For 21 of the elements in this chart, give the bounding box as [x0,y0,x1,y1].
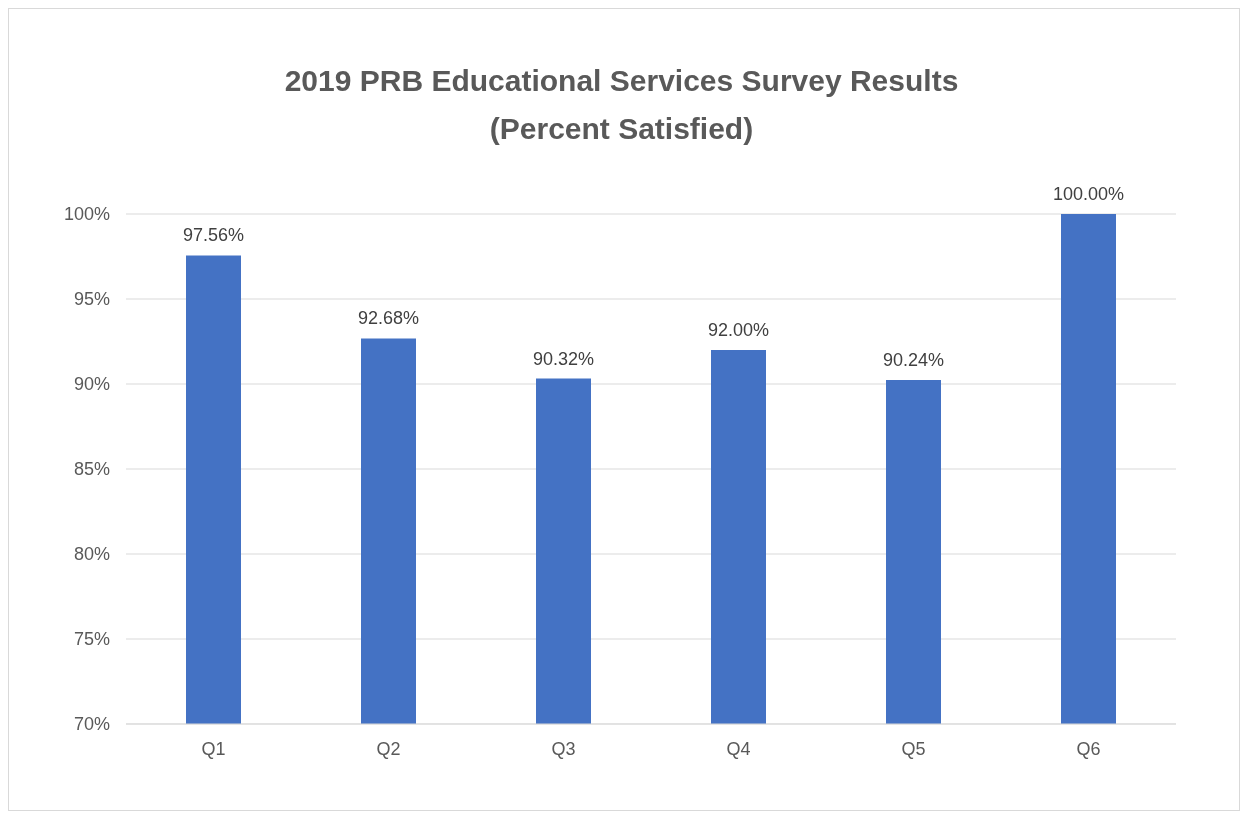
data-label: 90.32% [532,348,595,369]
x-tick-label: Q4 [726,738,751,759]
data-label: 97.56% [182,225,245,246]
y-tick-label: 70% [73,714,110,735]
y-tick-label: 75% [73,629,110,650]
x-tick-label: Q2 [376,738,401,759]
y-tick-label: 80% [73,544,110,565]
chart-title: 2019 PRB Educational Services Survey Results [283,63,960,99]
y-tick-label: 90% [73,374,110,395]
data-label: 90.24% [882,349,945,370]
chart-subtitle: (Percent Satisfied) [488,111,755,147]
x-tick-label: Q1 [201,738,226,759]
data-label: 92.00% [707,320,770,340]
y-tick-label: 85% [73,459,110,480]
data-label: 92.68% [357,308,420,329]
x-tick-label: Q6 [1076,738,1101,759]
x-tick-label: Q5 [901,738,926,759]
y-tick-label: 95% [73,289,110,310]
data-label: 100.00% [1052,184,1125,204]
x-tick-label: Q3 [551,738,576,759]
y-tick-label: 100% [63,204,110,225]
